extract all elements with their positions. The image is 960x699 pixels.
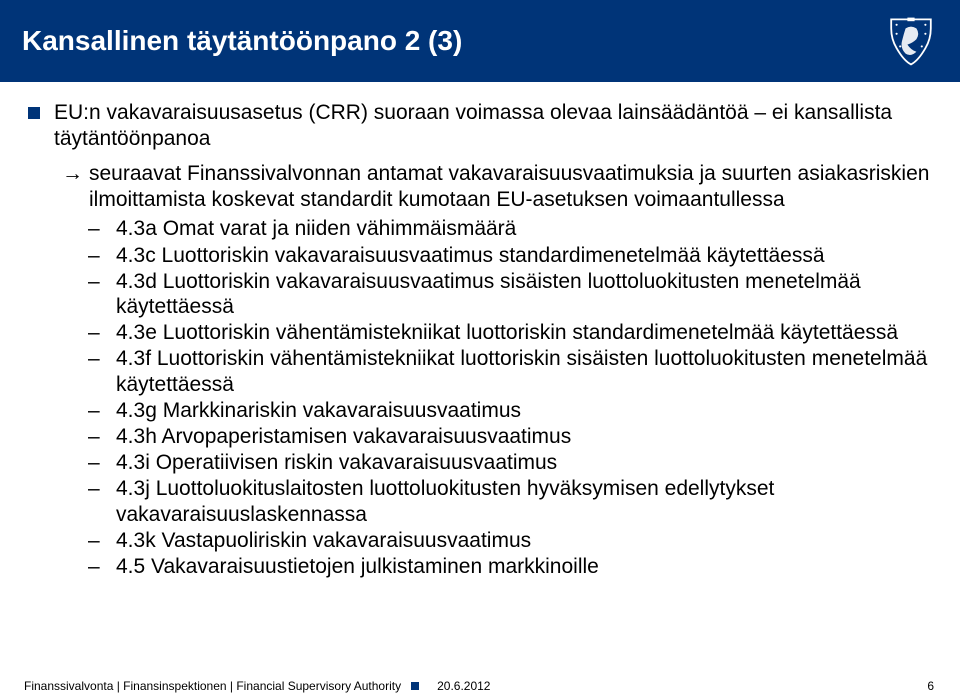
dash-text: 4.3e Luottoriskin vähentämistekniikat lu… (116, 320, 898, 345)
arrow-text: seuraavat Finanssivalvonnan antamat vaka… (89, 161, 932, 212)
dash-list: – 4.3a Omat varat ja niiden vähimmäismää… (28, 216, 932, 579)
dash-text: 4.3j Luottoluokituslaitosten luottoluoki… (116, 476, 932, 526)
dash-icon: – (88, 243, 116, 268)
arrow-icon: → (62, 161, 83, 187)
footer: Finanssivalvonta | Finansinspektionen | … (0, 679, 960, 693)
dash-icon: – (88, 476, 116, 501)
list-item: – 4.3i Operatiivisen riskin vakavaraisuu… (88, 450, 932, 475)
crest-icon (884, 14, 938, 68)
dash-text: 4.3c Luottoriskin vakavaraisuusvaatimus … (116, 243, 825, 268)
dash-icon: – (88, 528, 116, 553)
dash-text: 4.3k Vastapuoliriskin vakavaraisuusvaati… (116, 528, 531, 553)
list-item: – 4.3e Luottoriskin vähentämistekniikat … (88, 320, 932, 345)
dash-icon: – (88, 554, 116, 579)
list-item: – 4.3d Luottoriskin vakavaraisuusvaatimu… (88, 269, 932, 319)
list-item: – 4.3g Markkinariskin vakavaraisuusvaati… (88, 398, 932, 423)
dash-text: 4.3a Omat varat ja niiden vähimmäismäärä (116, 216, 516, 241)
dash-icon: – (88, 424, 116, 449)
page-number: 6 (927, 679, 934, 693)
footer-date: 20.6.2012 (437, 679, 490, 693)
footer-left: Finanssivalvonta | Finansinspektionen | … (24, 679, 490, 693)
page-title: Kansallinen täytäntöönpano 2 (3) (22, 25, 462, 57)
title-bar: Kansallinen täytäntöönpano 2 (3) (0, 0, 960, 82)
dash-icon: – (88, 216, 116, 241)
list-item: – 4.3h Arvopaperistamisen vakavaraisuusv… (88, 424, 932, 449)
dash-icon: – (88, 450, 116, 475)
dash-text: 4.5 Vakavaraisuustietojen julkistaminen … (116, 554, 599, 579)
list-item: – 4.3c Luottoriskin vakavaraisuusvaatimu… (88, 243, 932, 268)
dash-text: 4.3h Arvopaperistamisen vakavaraisuusvaa… (116, 424, 571, 449)
list-item: – 4.5 Vakavaraisuustietojen julkistamine… (88, 554, 932, 579)
square-separator-icon (411, 682, 419, 690)
slide-content: EU:n vakavaraisuusasetus (CRR) suoraan v… (0, 82, 960, 579)
bullet-text: EU:n vakavaraisuusasetus (CRR) suoraan v… (54, 100, 932, 151)
dash-icon: – (88, 269, 116, 294)
footer-org: Finanssivalvonta | Finansinspektionen | … (24, 679, 401, 693)
dash-text: 4.3g Markkinariskin vakavaraisuusvaatimu… (116, 398, 521, 423)
list-item: – 4.3j Luottoluokituslaitosten luottoluo… (88, 476, 932, 526)
dash-icon: – (88, 346, 116, 371)
dash-icon: – (88, 320, 116, 345)
dash-icon: – (88, 398, 116, 423)
list-item: – 4.3k Vastapuoliriskin vakavaraisuusvaa… (88, 528, 932, 553)
square-bullet-icon (28, 107, 40, 119)
arrow-sub-bullet: → seuraavat Finanssivalvonnan antamat va… (28, 161, 932, 212)
dash-text: 4.3d Luottoriskin vakavaraisuusvaatimus … (116, 269, 932, 319)
list-item: – 4.3f Luottoriskin vähentämistekniikat … (88, 346, 932, 396)
dash-text: 4.3i Operatiivisen riskin vakavaraisuusv… (116, 450, 557, 475)
dash-text: 4.3f Luottoriskin vähentämistekniikat lu… (116, 346, 932, 396)
bullet-level-1: EU:n vakavaraisuusasetus (CRR) suoraan v… (28, 100, 932, 151)
list-item: – 4.3a Omat varat ja niiden vähimmäismää… (88, 216, 932, 241)
